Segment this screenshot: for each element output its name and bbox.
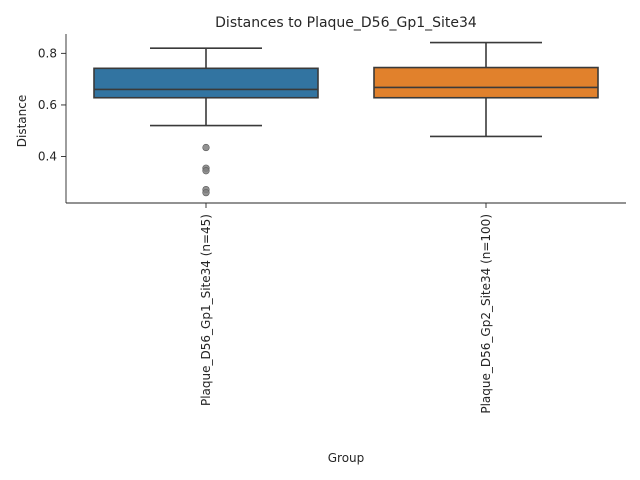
- outlier-point: [202, 143, 210, 152]
- outlier-point: [202, 189, 210, 197]
- y-tick-label: 0.6: [38, 98, 57, 112]
- box-group: [93, 47, 319, 197]
- x-tick-label: Plaque_D56_Gp2_Site34 (n=100): [479, 214, 493, 414]
- chart-title: Distances to Plaque_D56_Gp1_Site34: [215, 15, 477, 31]
- y-tick-label: 0.4: [38, 150, 57, 164]
- x-axis-ticks: Plaque_D56_Gp1_Site34 (n=45) Plaque_D56_G…: [199, 203, 493, 414]
- iqr-box: [373, 66, 599, 99]
- x-axis-label: Group: [328, 451, 365, 465]
- y-axis-ticks: 0.4 0.6 0.8: [38, 46, 66, 164]
- x-tick-label: Plaque_D56_Gp1_Site34 (n=45): [199, 214, 213, 406]
- y-axis-label: Distance: [15, 95, 29, 147]
- outlier-point: [202, 167, 210, 175]
- iqr-box: [93, 67, 319, 99]
- plot-area: [93, 41, 599, 197]
- box-group: [373, 41, 599, 138]
- y-tick-label: 0.8: [38, 46, 57, 60]
